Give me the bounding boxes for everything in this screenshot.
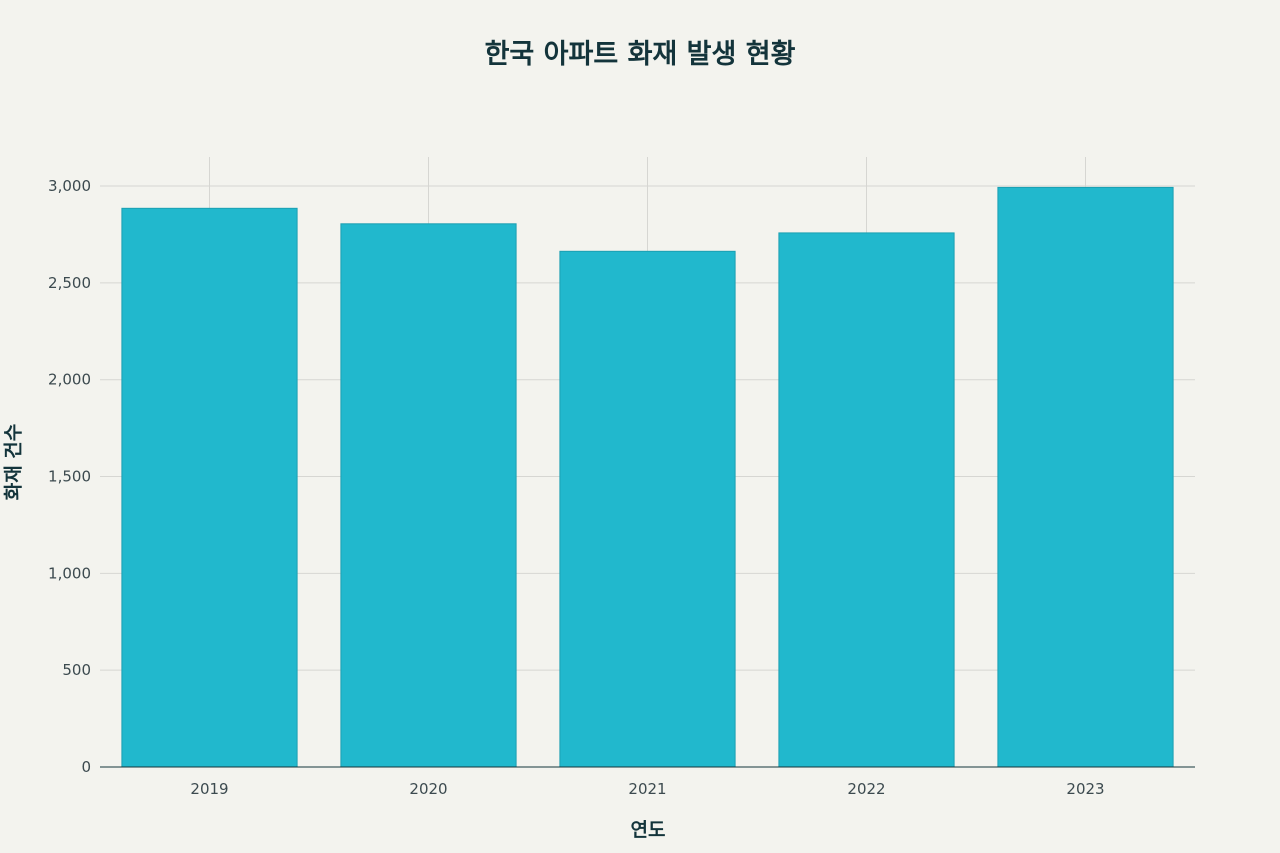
chart-title: 한국 아파트 화재 발생 현황 bbox=[484, 39, 796, 70]
y-tick-label: 2,000 bbox=[48, 371, 91, 389]
x-axis-title: 연도 bbox=[630, 819, 666, 841]
bars bbox=[121, 186, 1174, 768]
x-tick-label: 2019 bbox=[190, 780, 228, 798]
bar-2021[interactable] bbox=[559, 250, 736, 768]
y-tick-label: 3,000 bbox=[48, 177, 91, 195]
y-axis-title: 화재 건수 bbox=[2, 423, 25, 501]
y-tick-label: 500 bbox=[62, 661, 91, 679]
x-tick-label: 2020 bbox=[409, 780, 447, 798]
bar-2020[interactable] bbox=[340, 223, 517, 768]
bar-2019[interactable] bbox=[121, 207, 298, 768]
x-tick-label: 2021 bbox=[628, 780, 666, 798]
y-tick-labels: 0 500 1,000 1,500 2,000 2,500 3,000 bbox=[48, 177, 91, 776]
x-tick-label: 2022 bbox=[847, 780, 885, 798]
bar-2022[interactable] bbox=[778, 232, 955, 768]
y-tick-label: 0 bbox=[81, 758, 91, 776]
y-tick-label: 2,500 bbox=[48, 274, 91, 292]
y-tick-label: 1,500 bbox=[48, 468, 91, 486]
y-tick-label: 1,000 bbox=[48, 564, 91, 582]
x-tick-labels: 2019 2020 2021 2022 2023 bbox=[190, 780, 1104, 798]
x-tick-label: 2023 bbox=[1066, 780, 1104, 798]
bar-2023[interactable] bbox=[997, 186, 1174, 768]
